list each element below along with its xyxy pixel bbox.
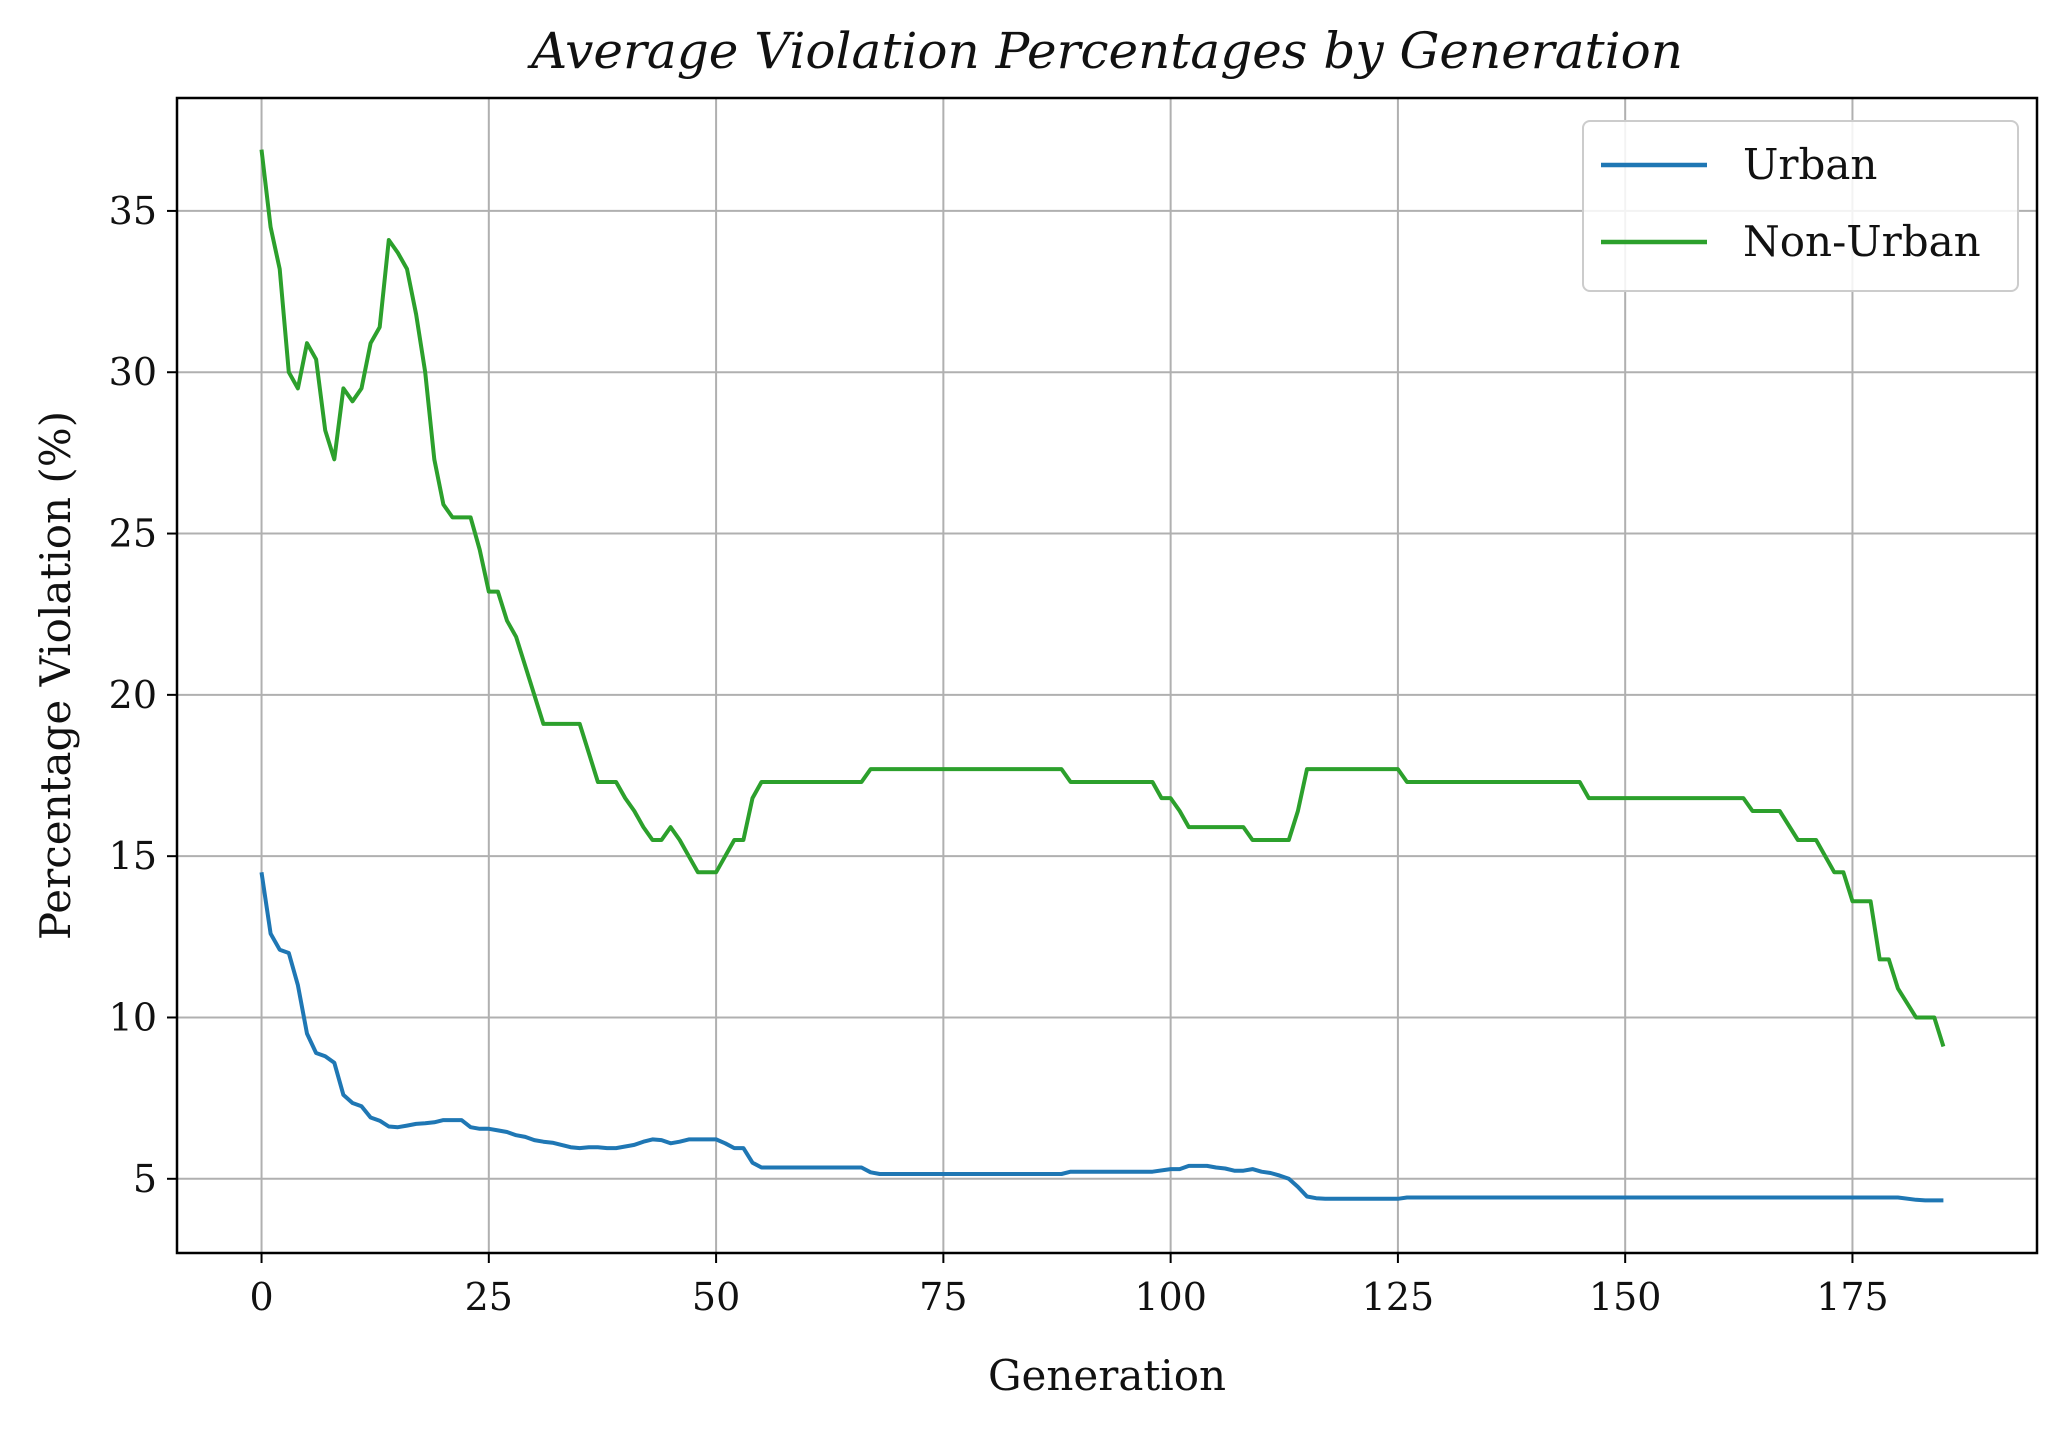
x-tick-label: 175 <box>1816 1275 1889 1319</box>
legend-label-urban: Urban <box>1743 140 1877 189</box>
x-tick-label: 50 <box>692 1275 740 1319</box>
x-tick-label: 100 <box>1134 1275 1207 1319</box>
x-axis-label: Generation <box>988 1351 1226 1400</box>
y-tick-label: 5 <box>133 1157 157 1201</box>
y-tick-label: 35 <box>109 189 157 233</box>
x-tick-label: 25 <box>465 1275 513 1319</box>
legend: Urban Non-Urban <box>1582 120 2019 292</box>
x-tick-label: 75 <box>919 1275 967 1319</box>
x-tick-label: 125 <box>1362 1275 1435 1319</box>
y-axis-label: Percentage Violation (%) <box>31 411 80 940</box>
series-line-non-urban <box>259 149 1946 1048</box>
series-layer <box>259 149 1946 1203</box>
legend-label-non-urban: Non-Urban <box>1743 217 1981 266</box>
y-tick-label: 25 <box>109 512 157 556</box>
plot-frame <box>175 96 2039 1255</box>
y-tick-label: 20 <box>109 673 157 717</box>
series-line-urban <box>259 872 1944 1203</box>
y-tick-label: 10 <box>109 995 157 1039</box>
y-tick-label: 15 <box>109 834 157 878</box>
y-tick-label: 30 <box>109 350 157 394</box>
axis-ticks: 0 25 50 75 100 125 150 175 5 10 15 20 25 30 35 <box>109 189 1889 1319</box>
x-tick-label: 150 <box>1589 1275 1662 1319</box>
chart-title: Average Violation Percentages by Generat… <box>527 22 1683 80</box>
x-tick-label: 0 <box>249 1275 273 1319</box>
